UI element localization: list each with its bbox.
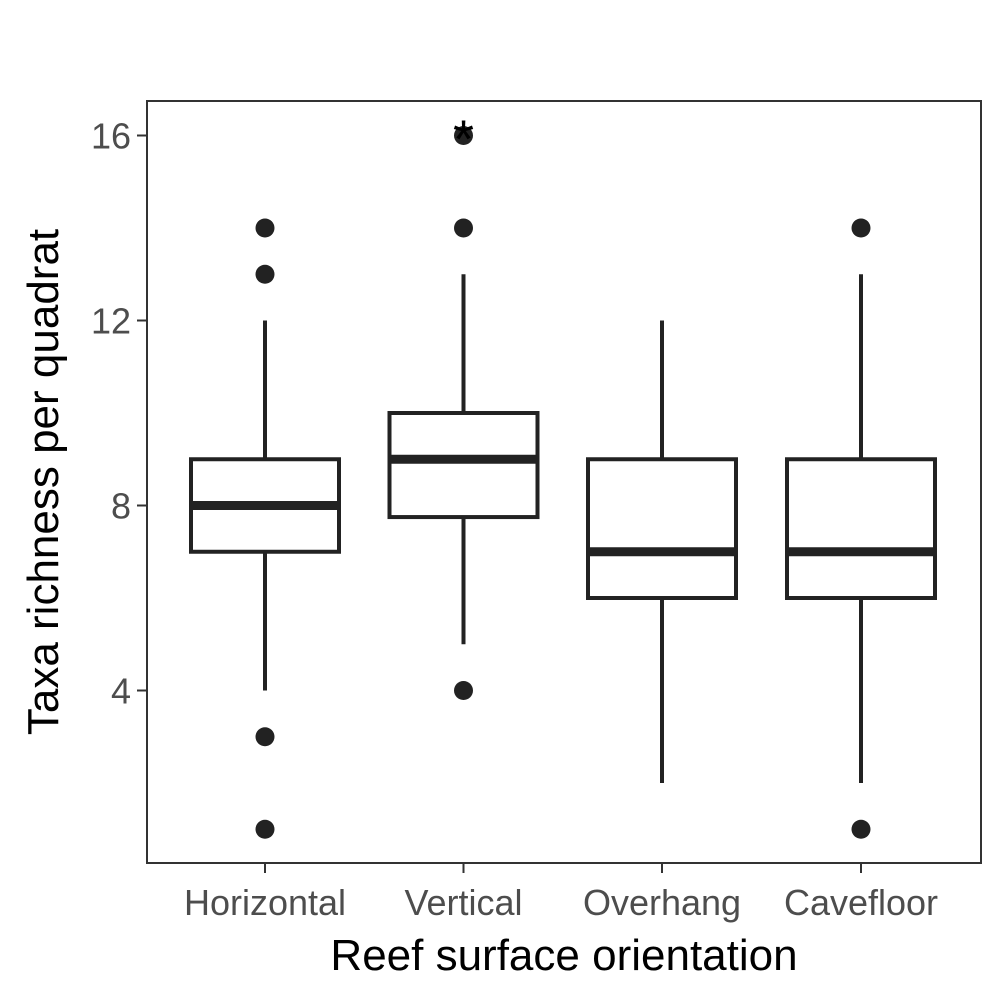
box-group-cavefloor <box>785 218 937 839</box>
x-tick-label: Horizontal <box>184 882 346 923</box>
data-marks: * <box>189 110 937 839</box>
outlier-point <box>851 819 871 839</box>
y-tick-label: 16 <box>91 116 131 157</box>
outlier-point <box>255 819 275 839</box>
panel-border <box>146 100 982 864</box>
outlier-point <box>454 681 473 700</box>
significance-annotation: * <box>453 110 474 170</box>
box-group-vertical <box>387 126 540 700</box>
box-group-horizontal <box>189 218 341 839</box>
box-group-overhang <box>586 320 738 783</box>
x-tick-label: Cavefloor <box>784 882 938 923</box>
box-iqr <box>785 457 937 600</box>
y-axis-title: Taxa richness per quadrat <box>19 229 68 735</box>
outlier-point <box>851 218 871 238</box>
outlier-point <box>454 126 473 145</box>
y-tick-label: 12 <box>91 301 131 342</box>
outlier-point <box>255 218 275 238</box>
x-tick-label: Overhang <box>583 882 741 923</box>
y-tick-label: 8 <box>111 486 131 527</box>
outlier-point <box>454 218 473 238</box>
y-tick-label: 4 <box>111 671 131 712</box>
outlier-point <box>255 264 275 284</box>
box-iqr <box>387 411 540 520</box>
x-tick-label: Vertical <box>404 882 522 923</box>
y-axis: 4 8 12 16 <box>91 116 147 712</box>
x-axis-title: Reef surface orientation <box>330 931 797 980</box>
outlier-point <box>255 727 275 747</box>
box-iqr <box>586 457 738 600</box>
x-axis: Horizontal Vertical Overhang Cavefloor <box>184 863 938 923</box>
